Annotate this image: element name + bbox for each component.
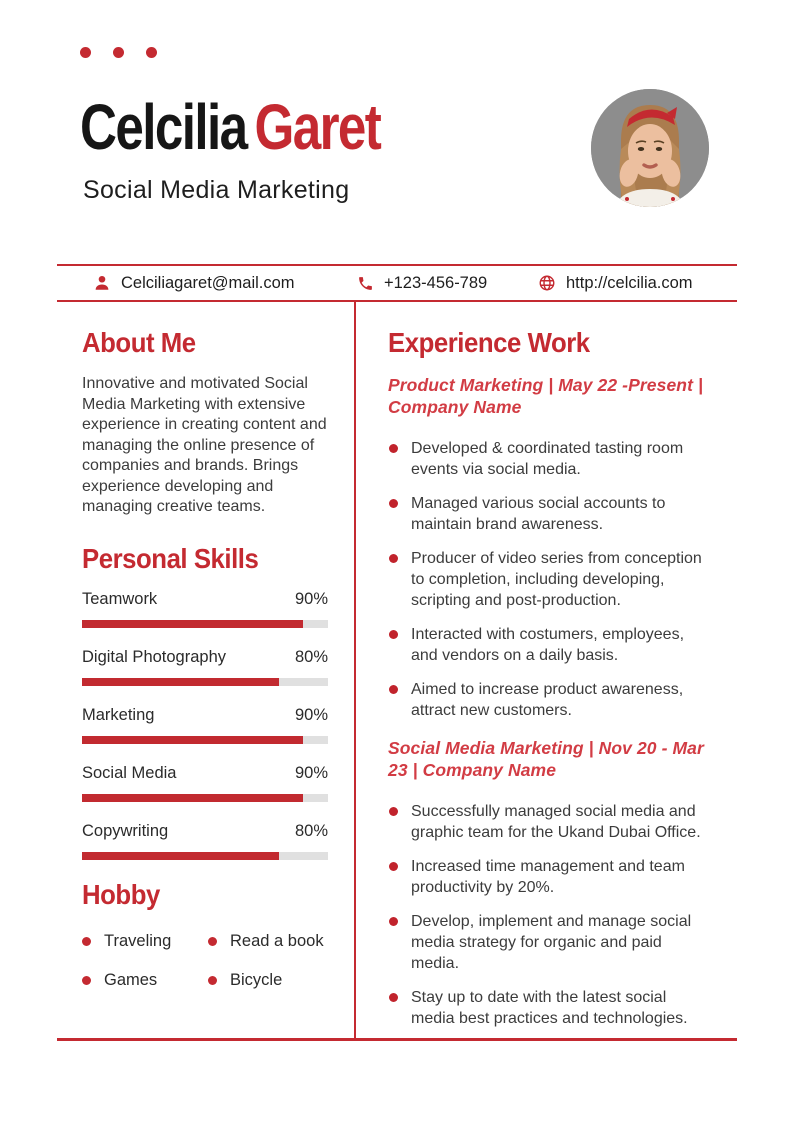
skill-item: Marketing 90% [82, 706, 328, 744]
job-bullet: Increased time management and team produ… [388, 856, 714, 898]
skill-percent: 80% [294, 647, 328, 666]
skill-percent: 90% [294, 763, 328, 782]
job-bullet: Develop, implement and manage social med… [388, 911, 714, 974]
decoration-dot [146, 47, 157, 58]
job-bullet: Aimed to increase product awareness, att… [388, 679, 714, 721]
skill-label: Copywriting [82, 821, 169, 840]
about-heading: About Me [82, 327, 196, 358]
skill-bar-fill [82, 793, 304, 802]
bullet-dot-icon [82, 936, 91, 946]
bullet-dot-icon [82, 975, 91, 985]
contact-phone[interactable]: +123-456-789 [357, 266, 487, 300]
skill-row: Social Media 90% [82, 764, 328, 783]
portrait-photo-graphic [591, 89, 709, 207]
contact-email[interactable]: Celciliagaret@mail.com [93, 266, 295, 300]
first-name: Celcilia [80, 91, 248, 163]
right-column: Experience Work Product Marketing | May … [388, 316, 714, 1042]
skill-bar-track [82, 735, 328, 744]
skill-bar-track [82, 619, 328, 628]
job-bullet: Producer of video series from conception… [388, 548, 714, 611]
job-bullet: Stay up to date with the latest social m… [388, 987, 714, 1029]
hobby-item: Bicycle [208, 971, 328, 990]
globe-icon [539, 275, 555, 291]
skill-bar-fill [82, 851, 279, 860]
decoration-dots [80, 47, 157, 58]
skill-bar-track [82, 851, 328, 860]
hobby-item: Traveling [82, 932, 208, 951]
experience-heading: Experience Work [388, 327, 590, 358]
contact-phone-text: +123-456-789 [384, 273, 488, 292]
contact-website[interactable]: http://celcilia.com [538, 266, 693, 300]
skill-bar-fill [82, 619, 304, 628]
skill-row: Copywriting 80% [82, 822, 328, 841]
skill-item: Teamwork 90% [82, 590, 328, 628]
skill-row: Digital Photography 80% [82, 648, 328, 667]
skill-item: Copywriting 80% [82, 822, 328, 860]
job-bullet-list: Successfully managed social media and gr… [388, 801, 714, 1029]
column-divider [354, 300, 356, 1038]
hobby-heading: Hobby [82, 878, 160, 910]
last-name: Garet [254, 91, 382, 163]
skill-percent: 90% [294, 705, 328, 724]
job-bullet-list: Developed & coordinated tasting room eve… [388, 438, 714, 721]
footer-rule [57, 1038, 737, 1041]
job-heading: Social Media Marketing | Nov 20 - Mar 23… [388, 738, 704, 780]
experience-jobs: Product Marketing | May 22 -Present | Co… [388, 374, 714, 1029]
contact-website-text: http://celcilia.com [566, 273, 693, 292]
hobby-label: Bicycle [230, 970, 283, 989]
hobby-item: Games [82, 971, 208, 990]
skills-heading: Personal Skills [82, 542, 259, 574]
decoration-dot [113, 47, 124, 58]
contact-email-text: Celciliagaret@mail.com [121, 273, 295, 292]
skill-label: Digital Photography [82, 647, 227, 666]
skill-item: Digital Photography 80% [82, 648, 328, 686]
skill-percent: 90% [294, 589, 328, 608]
left-column: About Me Innovative and motivated Social… [82, 316, 328, 990]
skill-label: Teamwork [82, 589, 158, 608]
phone-icon [359, 276, 372, 290]
avatar [591, 89, 709, 207]
skill-label: Social Media [82, 763, 177, 782]
job-title: Social Media Marketing [83, 176, 350, 204]
hobby-label: Games [104, 970, 158, 989]
bullet-dot-icon [208, 975, 217, 985]
hobby-list: Traveling Read a book Games Bicycle [82, 932, 328, 990]
skill-row: Marketing 90% [82, 706, 328, 725]
hobby-label: Read a book [230, 931, 324, 950]
job-bullet: Interacted with costumers, employees, an… [388, 624, 714, 666]
hobby-item: Read a book [208, 932, 328, 951]
person-icon [95, 275, 109, 290]
job-bullet: Developed & coordinated tasting room eve… [388, 438, 714, 480]
skill-label: Marketing [82, 705, 155, 724]
skill-bar-fill [82, 735, 304, 744]
skill-row: Teamwork 90% [82, 590, 328, 609]
about-text: Innovative and motivated Social Media Ma… [82, 375, 327, 515]
bullet-dot-icon [208, 936, 217, 946]
job-bullet: Managed various social accounts to maint… [388, 493, 714, 535]
skills-list: Teamwork 90% Digital Photography 80% Marketi… [82, 590, 328, 860]
skill-item: Social Media 90% [82, 764, 328, 802]
hobby-label: Traveling [104, 931, 172, 950]
skill-bar-fill [82, 677, 279, 686]
skill-percent: 80% [294, 821, 328, 840]
skill-bar-track [82, 677, 328, 686]
contact-bar: Celciliagaret@mail.com +123-456-789 http… [57, 264, 737, 302]
decoration-dot [80, 47, 91, 58]
job-heading: Product Marketing | May 22 -Present | Co… [388, 375, 703, 417]
skill-bar-track [82, 793, 328, 802]
job-bullet: Successfully managed social media and gr… [388, 801, 714, 843]
person-name: Celcilia Garet [80, 91, 382, 163]
